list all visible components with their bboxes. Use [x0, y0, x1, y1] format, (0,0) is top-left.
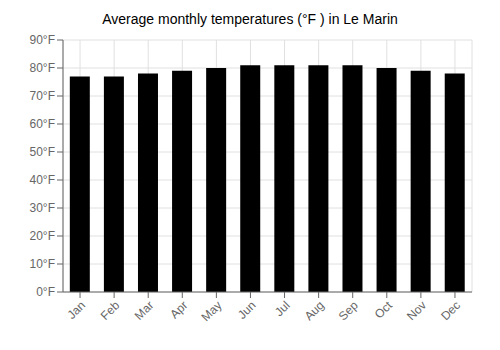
- svg-text:10°F: 10°F: [30, 257, 55, 271]
- svg-text:Nov: Nov: [404, 298, 429, 323]
- svg-text:70°F: 70°F: [30, 89, 55, 103]
- svg-text:Jul: Jul: [272, 298, 293, 319]
- svg-text:80°F: 80°F: [30, 61, 55, 75]
- svg-text:May: May: [199, 298, 225, 324]
- svg-text:30°F: 30°F: [30, 201, 55, 215]
- html-text:Average monthly temperatures (: Average monthly temperatures (°F ) in Le…: [102, 11, 398, 27]
- svg-text:Aug: Aug: [302, 298, 327, 323]
- svg-text:Mar: Mar: [132, 298, 157, 323]
- svg-text:90°F: 90°F: [30, 33, 55, 47]
- svg-text:Feb: Feb: [98, 298, 123, 323]
- svg-text:Sep: Sep: [336, 298, 361, 323]
- svg-text:Jun: Jun: [235, 298, 259, 322]
- svg-text:40°F: 40°F: [30, 173, 55, 187]
- svg-text:0°F: 0°F: [36, 285, 55, 299]
- svg-text:50°F: 50°F: [30, 145, 55, 159]
- svg-text:20°F: 20°F: [30, 229, 55, 243]
- svg-text:Dec: Dec: [438, 298, 463, 323]
- svg-text:Jan: Jan: [65, 298, 89, 322]
- svg-text:60°F: 60°F: [30, 117, 55, 131]
- svg-text:Oct: Oct: [372, 298, 396, 322]
- svg-text:Apr: Apr: [167, 298, 190, 321]
